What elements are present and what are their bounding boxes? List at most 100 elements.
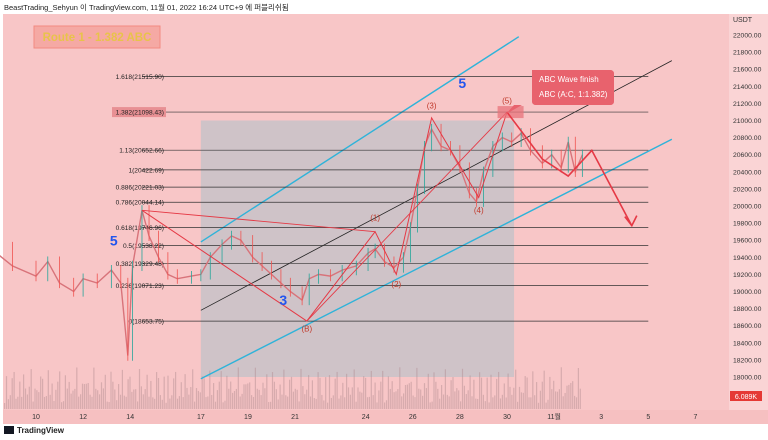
volume-bar — [342, 382, 344, 409]
volume-bar — [188, 394, 190, 409]
volume-bar — [537, 402, 540, 409]
volume-bar — [123, 395, 125, 409]
volume-bar — [266, 374, 268, 409]
brand-text: TradingView — [17, 426, 64, 435]
volume-bar — [319, 377, 321, 409]
price-badge: 6.089K — [730, 391, 762, 401]
volume-bar — [475, 398, 477, 409]
volume-bar — [458, 390, 460, 409]
volume-bar — [425, 388, 427, 409]
volume-bar — [323, 400, 325, 409]
volume-bar — [355, 401, 357, 409]
volume-bar — [146, 374, 148, 409]
volume-bar — [290, 376, 293, 409]
volume-bar — [526, 377, 528, 409]
volume-bar — [372, 395, 374, 409]
volume-bar — [359, 391, 361, 409]
volume-bar — [448, 396, 450, 409]
volume-bar — [47, 370, 49, 409]
volume-bar — [479, 372, 481, 409]
volume-bar — [302, 386, 304, 409]
volume-bar — [161, 399, 163, 409]
fib-label: 0.786(20044.14) — [116, 200, 164, 207]
volume-bar — [334, 378, 336, 409]
volume-bar — [180, 382, 182, 409]
price-tick-label: 18200.00 — [733, 357, 762, 364]
volume-bar — [127, 379, 129, 409]
volume-bar — [366, 397, 369, 409]
volume-bar — [389, 388, 391, 409]
volume-bar — [152, 397, 154, 409]
volume-bar — [524, 376, 526, 409]
price-tick-label: 18800.00 — [733, 306, 762, 313]
volume-bar — [154, 398, 156, 409]
volume-bar — [577, 368, 579, 409]
volume-bar — [190, 387, 192, 409]
volume-bar — [195, 388, 198, 409]
price-tick-label: 20000.00 — [733, 204, 762, 211]
price-badge-text: 6.089K — [735, 394, 758, 401]
volume-bar — [467, 390, 469, 409]
volume-bar — [262, 382, 264, 409]
volume-bar — [176, 398, 179, 409]
volume-bar — [74, 388, 76, 409]
volume-bar — [9, 395, 11, 409]
volume-bar — [281, 394, 283, 409]
volume-bar — [511, 394, 513, 409]
price-tick-label: 20600.00 — [733, 152, 762, 159]
volume-bar — [76, 367, 78, 409]
volume-bar — [178, 396, 180, 409]
fib-label: 1.618(21515.90) — [116, 74, 164, 81]
price-axis-background — [729, 14, 768, 410]
volume-bar — [150, 380, 152, 409]
volume-bar — [517, 401, 519, 409]
volume-bar — [275, 389, 277, 409]
wave-label: 5 — [458, 75, 466, 91]
volume-bar — [106, 401, 108, 409]
volume-bar — [156, 372, 158, 409]
volume-bar — [87, 383, 89, 409]
volume-bar — [556, 391, 559, 409]
volume-bar — [81, 383, 84, 409]
volume-bar — [230, 381, 232, 409]
volume-bar — [129, 376, 131, 409]
volume-bar — [116, 400, 118, 409]
volume-bar — [363, 376, 365, 409]
price-tick-label: 21200.00 — [733, 101, 762, 108]
price-tick-label: 19600.00 — [733, 238, 762, 245]
volume-bar — [100, 382, 103, 409]
volume-bar — [399, 367, 401, 409]
volume-bar — [378, 390, 380, 409]
time-tick-label: 19 — [244, 414, 252, 421]
wave-label: (2) — [391, 280, 401, 289]
time-tick-label: 11월 — [547, 412, 561, 421]
volume-bar — [26, 394, 28, 409]
volume-bar — [549, 376, 551, 409]
volume-bar — [271, 372, 274, 409]
volume-bar — [393, 392, 395, 409]
volume-bar — [374, 382, 376, 409]
volume-bar — [420, 389, 422, 409]
volume-bar — [157, 377, 160, 409]
time-axis[interactable]: 10 12 14 17 19 21 24 26 28 30 11월 3 5 7 — [32, 412, 697, 421]
volume-bar — [40, 376, 42, 409]
volume-bar — [61, 402, 63, 409]
volume-bar — [444, 369, 446, 409]
volume-bar — [536, 382, 538, 409]
volume-bar — [114, 389, 116, 409]
volume-bar — [574, 395, 576, 409]
price-axis[interactable]: 22000.00 21800.00 21600.00 21400.00 21200.00… — [733, 33, 762, 382]
volume-bar — [51, 383, 53, 409]
volume-bar — [85, 383, 87, 409]
volume-bar — [353, 369, 355, 409]
volume-bar — [233, 390, 236, 409]
volume-bar — [346, 373, 348, 409]
volume-bar — [410, 381, 412, 409]
volume-bar — [423, 383, 426, 409]
volume-bar — [347, 387, 350, 409]
shaded-region — [200, 120, 515, 377]
volume-bar — [414, 397, 416, 409]
wave-label: (B) — [301, 325, 312, 334]
time-axis-background — [3, 410, 768, 424]
